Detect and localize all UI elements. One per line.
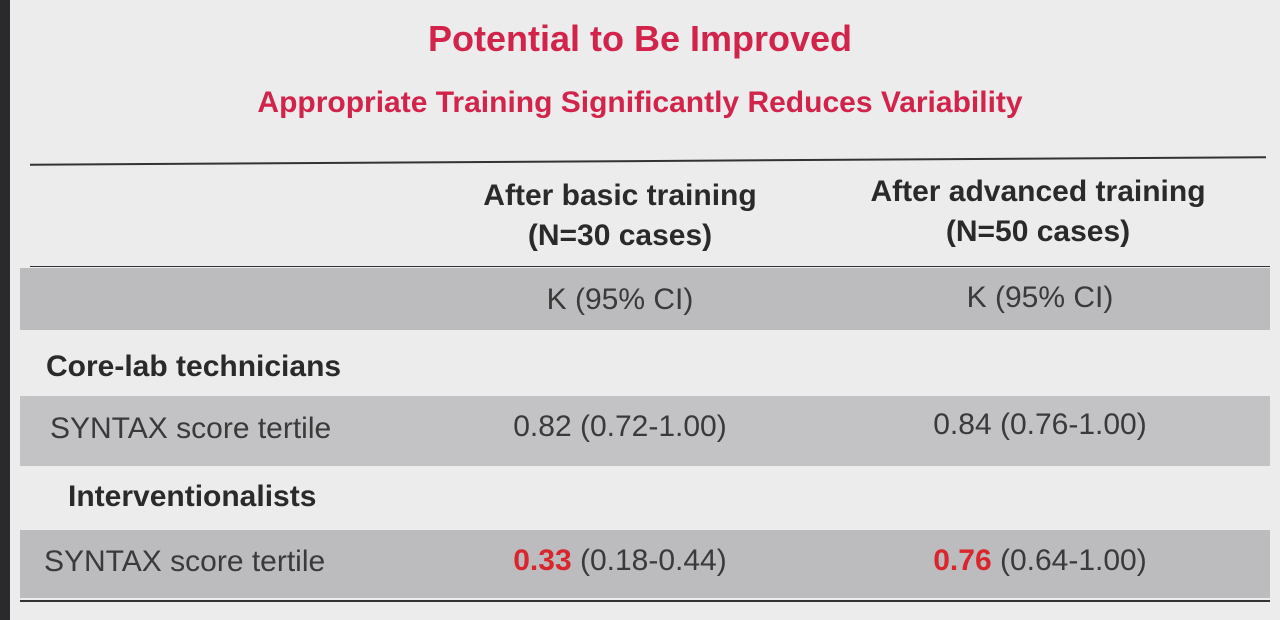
column-header-advanced-line1: After advanced training xyxy=(870,175,1206,208)
header-rule xyxy=(30,266,1270,267)
group-label-core-lab: Core-lab technicians xyxy=(46,350,342,383)
kappa-value-highlighted: 0.33 xyxy=(513,544,572,577)
kappa-value: 0.84 xyxy=(933,408,992,441)
kappa-value: 0.82 xyxy=(513,410,572,443)
row-label-interventionalists: SYNTAX score tertile xyxy=(44,545,326,578)
ci-value: (0.76-1.00) xyxy=(999,408,1147,441)
metric-row xyxy=(20,268,1270,330)
table-bottom-rule xyxy=(20,600,1270,602)
column-header-advanced: After advanced training (N=50 cases) xyxy=(818,172,1258,252)
metric-label-advanced: K (95% CI) xyxy=(966,281,1114,314)
column-header-basic-line1: After basic training xyxy=(483,179,757,212)
ci-value: (0.64-1.00) xyxy=(999,544,1147,577)
ci-value: (0.72-1.00) xyxy=(579,410,727,443)
column-header-advanced-line2: (N=50 cases) xyxy=(945,215,1131,248)
row-label-core-lab: SYNTAX score tertile xyxy=(50,412,332,445)
ci-value: (0.18-0.44) xyxy=(579,544,727,577)
column-header-basic: After basic training (N=30 cases) xyxy=(440,176,800,256)
column-header-basic-line2: (N=30 cases) xyxy=(527,219,713,252)
table-row xyxy=(20,530,1270,598)
value-core-lab-basic: 0.82 (0.72-1.00) xyxy=(440,410,800,444)
value-interventionalists-basic: 0.33 (0.18-0.44) xyxy=(440,544,800,578)
slide: Potential to Be Improved Appropriate Tra… xyxy=(10,0,1280,620)
table-row xyxy=(20,396,1270,466)
slide-title: Potential to Be Improved xyxy=(427,18,853,59)
metric-label-basic: K (95% CI) xyxy=(546,283,694,316)
kappa-value-highlighted: 0.76 xyxy=(933,544,992,577)
table-top-rule xyxy=(30,156,1266,166)
value-interventionalists-advanced: 0.76 (0.64-1.00) xyxy=(850,544,1230,578)
value-core-lab-advanced: 0.84 (0.76-1.00) xyxy=(850,408,1230,442)
group-label-interventionalists: Interventionalists xyxy=(68,480,317,513)
slide-subtitle: Appropriate Training Significantly Reduc… xyxy=(257,86,1023,119)
